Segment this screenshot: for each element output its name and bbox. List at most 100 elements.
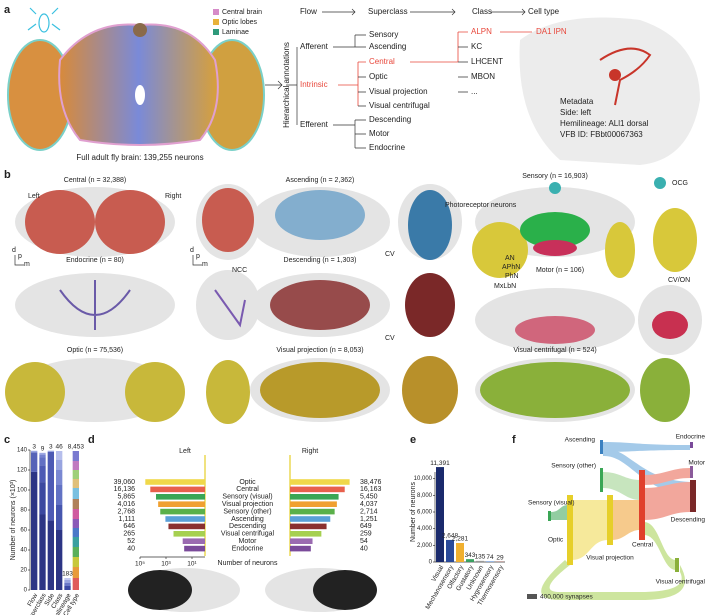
category-label: Sensory (other) bbox=[223, 508, 271, 515]
bar bbox=[290, 538, 313, 544]
side-brain-images bbox=[128, 568, 377, 612]
sankey-label: Central bbox=[632, 542, 654, 549]
bar bbox=[184, 545, 205, 552]
rendering-label: Right bbox=[165, 193, 181, 200]
bar-segment bbox=[31, 471, 38, 590]
value-label: 52 bbox=[127, 538, 135, 545]
value-label: 40 bbox=[360, 545, 368, 552]
value-label: 16,136 bbox=[114, 486, 136, 493]
bar-segment bbox=[47, 452, 54, 521]
category-label: Motor bbox=[239, 538, 258, 545]
value-label: 74 bbox=[486, 554, 494, 561]
value-label: 265 bbox=[123, 531, 135, 538]
rendering-label: CV bbox=[385, 251, 395, 258]
bar bbox=[168, 523, 205, 530]
rendering-label: CV bbox=[385, 335, 395, 342]
value-label: 135 bbox=[475, 554, 486, 561]
sankey-label: Optic bbox=[548, 537, 564, 544]
sankey-label: Sensory (visual) bbox=[528, 500, 575, 507]
y-tick-label: 0 bbox=[429, 560, 433, 566]
y-axis-label: Number of neurons bbox=[410, 482, 417, 542]
bar-segment bbox=[56, 485, 63, 505]
bar bbox=[160, 508, 205, 515]
bar-segment bbox=[39, 514, 46, 590]
bar bbox=[486, 561, 494, 562]
panel-letter: c bbox=[4, 434, 10, 446]
hierarchy-lines bbox=[286, 8, 532, 149]
category-label: Central bbox=[236, 486, 259, 493]
flow-label: Afferent bbox=[300, 42, 329, 51]
axis-title: Hierarchical annotations bbox=[282, 42, 291, 128]
sankey-nodes bbox=[527, 440, 696, 599]
value-label: 259 bbox=[360, 531, 372, 538]
value-label: 4,016 bbox=[117, 501, 135, 508]
bar bbox=[290, 516, 331, 522]
legend-label: Central brain bbox=[222, 9, 262, 16]
sankey-label: Motor bbox=[688, 460, 705, 467]
bar bbox=[290, 531, 322, 537]
category-label: Endocrine bbox=[232, 545, 264, 552]
sankey-label: Visual projection bbox=[586, 555, 634, 562]
bar-segment bbox=[64, 578, 71, 580]
value-label: 1,111 bbox=[119, 516, 136, 523]
count-label: 8,453 bbox=[68, 444, 85, 451]
count-label: 183 bbox=[62, 571, 73, 578]
level-header: Cell type bbox=[528, 7, 560, 16]
count-label: 9 bbox=[41, 445, 45, 452]
y-tick-label: 140 bbox=[17, 448, 28, 454]
panel-letter: f bbox=[512, 434, 516, 446]
legend-swatch bbox=[213, 19, 219, 25]
legend-swatch bbox=[213, 9, 219, 15]
bar-segment bbox=[31, 450, 38, 453]
value-label: 5,865 bbox=[117, 494, 135, 501]
superclass-label: Visual centrifugal bbox=[369, 101, 430, 110]
bar bbox=[182, 538, 205, 544]
superclass-label: Endocrine bbox=[369, 143, 406, 152]
bar bbox=[446, 539, 454, 562]
bar-segment bbox=[39, 453, 46, 455]
superclass-label: Central bbox=[369, 57, 395, 66]
rendering-label: NCC bbox=[232, 267, 247, 274]
value-label: 38,476 bbox=[360, 479, 382, 486]
y-tick-label: 60 bbox=[20, 528, 27, 534]
bar-segment bbox=[56, 505, 63, 530]
value-label: 16,163 bbox=[360, 486, 382, 493]
axis-letter: p bbox=[196, 253, 200, 260]
value-label: 343 bbox=[465, 552, 476, 559]
rendering-label: Sensory (n = 16,903) bbox=[522, 173, 588, 180]
bar bbox=[145, 479, 205, 485]
category-label: Descending bbox=[229, 523, 266, 530]
x-tick-label: 10⁵ bbox=[135, 561, 145, 568]
bar-segment bbox=[72, 470, 79, 479]
bar-segment bbox=[72, 451, 79, 461]
category-label: Visual projection bbox=[222, 501, 273, 508]
category-label: Sensory (visual) bbox=[222, 494, 272, 501]
y-tick-label: 20 bbox=[20, 568, 27, 574]
bar-segment bbox=[72, 519, 79, 528]
class-label: ALPN bbox=[471, 27, 492, 36]
value-label: 54 bbox=[360, 538, 368, 545]
flow-label: Efferent bbox=[300, 120, 329, 129]
y-tick-label: 4,000 bbox=[417, 526, 433, 532]
class-label: LHCENT bbox=[471, 57, 503, 66]
panel-letter: d bbox=[88, 434, 95, 446]
bar-segment bbox=[56, 470, 63, 485]
legend-swatch bbox=[213, 29, 219, 35]
bar-segment bbox=[31, 452, 38, 472]
series-name: Left bbox=[179, 448, 191, 455]
category-label: Optic bbox=[239, 479, 256, 486]
rendering-label: Motor (n = 106) bbox=[536, 267, 584, 274]
sankey-legend: 400,000 synapses bbox=[540, 594, 594, 601]
bar-segment bbox=[72, 499, 79, 509]
sankey-label: Ascending bbox=[565, 437, 596, 444]
panel-letter: a bbox=[4, 4, 11, 16]
bar bbox=[156, 494, 205, 500]
value-label: 2,281 bbox=[452, 536, 469, 543]
sankey-label: Descending bbox=[671, 517, 706, 524]
x-axis-label: Number of neurons bbox=[218, 560, 278, 567]
value-label: 1,251 bbox=[360, 516, 378, 523]
value-label: 646 bbox=[123, 523, 135, 530]
bar-segment bbox=[47, 450, 54, 452]
bar bbox=[290, 486, 345, 493]
